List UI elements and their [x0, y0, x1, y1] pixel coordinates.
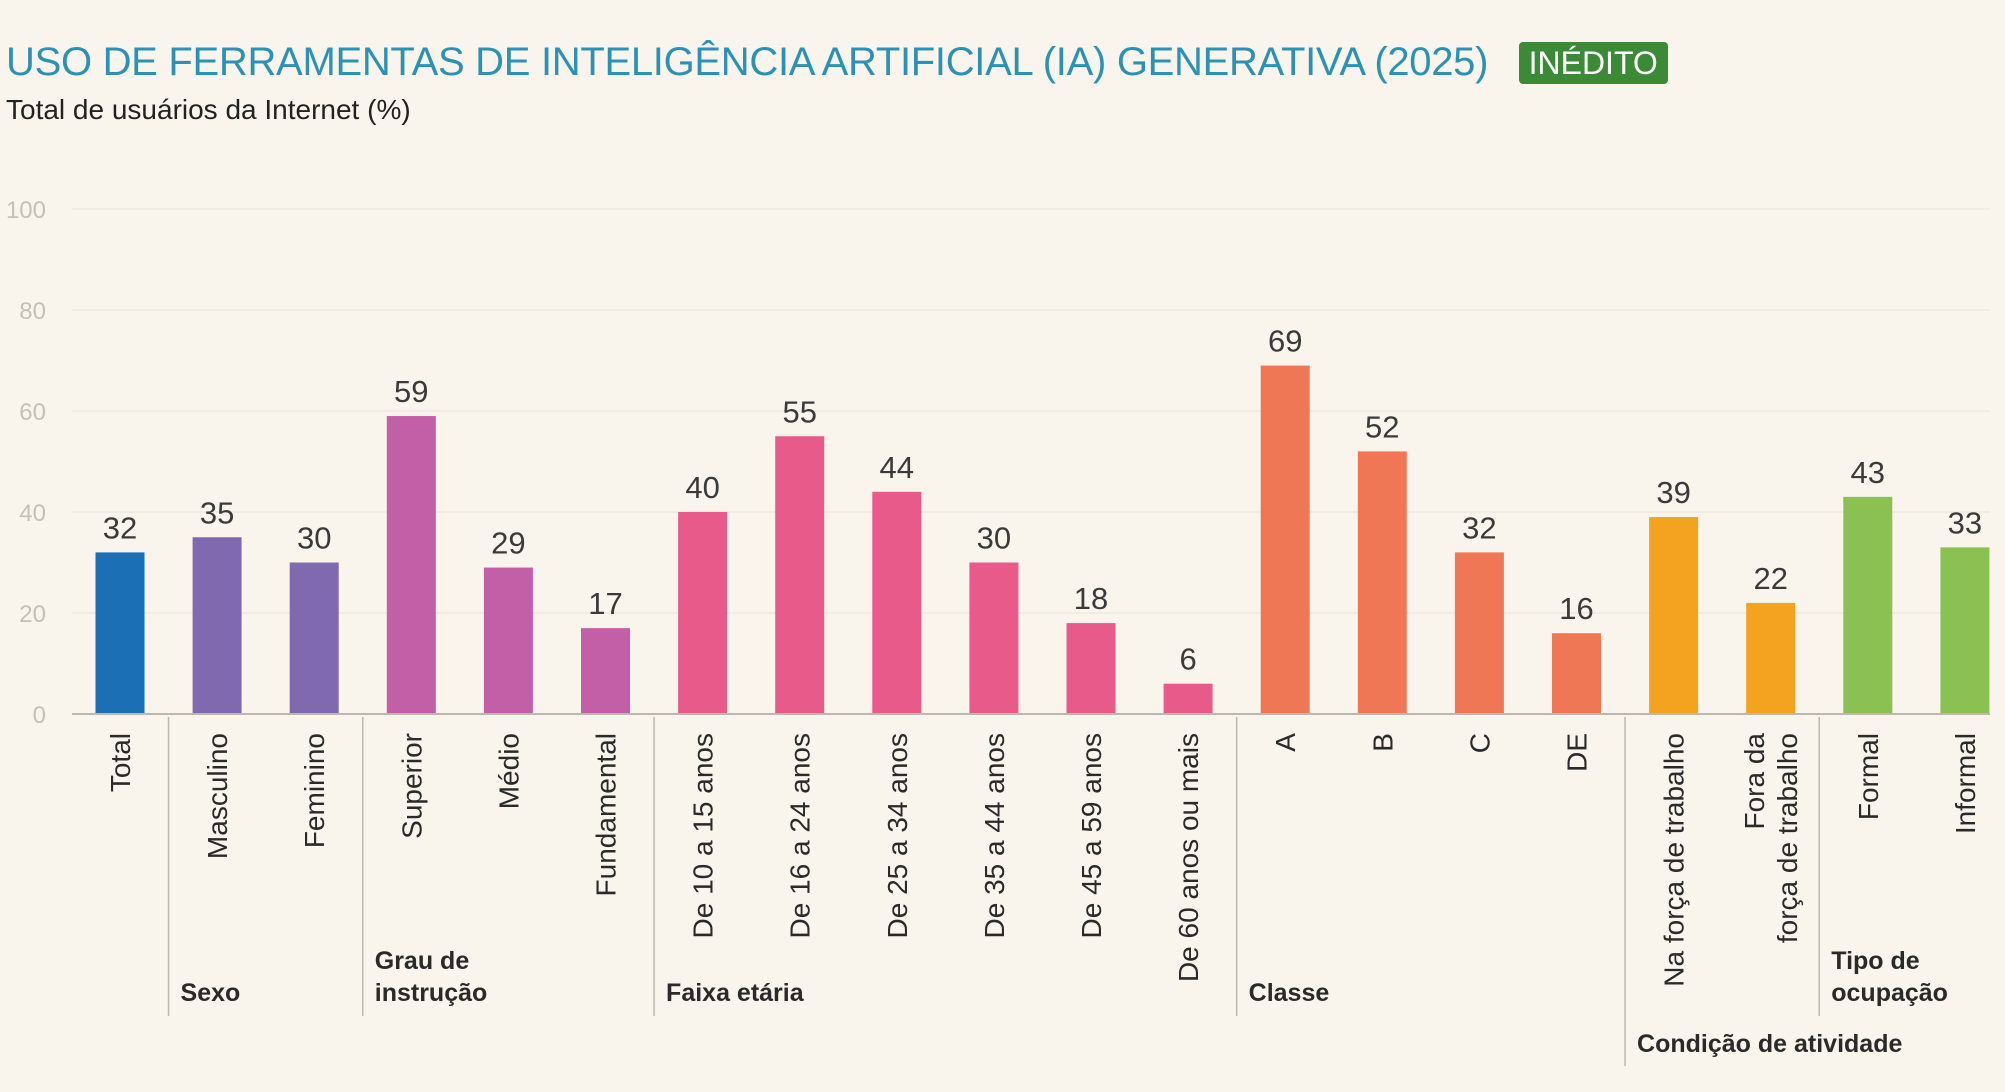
bar	[1649, 517, 1699, 714]
bar	[872, 491, 922, 714]
bar	[1454, 552, 1504, 714]
y-tick-label: 80	[19, 298, 46, 325]
category-label: De 25 a 34 anos	[882, 733, 913, 939]
category-label: Na força de trabalho	[1659, 733, 1690, 987]
value-label: 32	[1462, 510, 1496, 545]
value-label: 30	[977, 521, 1011, 556]
category-label: De 16 a 24 anos	[785, 733, 816, 939]
category-label: C	[1464, 733, 1495, 753]
bar	[483, 567, 533, 714]
bar	[1163, 683, 1213, 714]
group-label: Tipo de	[1831, 947, 1920, 975]
y-tick-label: 60	[19, 399, 46, 426]
chart-title: USO DE FERRAMENTAS DE INTELIGÊNCIA ARTIF…	[6, 40, 1489, 84]
bar	[581, 628, 630, 714]
value-label: 35	[200, 495, 234, 530]
category-label: Feminino	[299, 733, 330, 848]
category-label: Fundamental	[591, 733, 622, 896]
category-label: Formal	[1853, 733, 1884, 820]
bar	[1552, 633, 1601, 714]
y-tick-label: 40	[19, 500, 46, 527]
group-label: Classe	[1249, 979, 1330, 1007]
value-label: 59	[394, 374, 428, 409]
category-label: A	[1270, 733, 1301, 752]
chart-header: USO DE FERRAMENTAS DE INTELIGÊNCIA ARTIF…	[6, 40, 1668, 85]
group-label: Condição de atividade	[1637, 1030, 1902, 1058]
group-label: Faixa etária	[666, 979, 805, 1007]
value-label: 6	[1179, 642, 1196, 677]
group-label: Sexo	[181, 979, 241, 1007]
bar	[1746, 602, 1796, 714]
chart-subtitle: Total de usuários da Internet (%)	[6, 94, 411, 125]
value-label: 17	[588, 586, 622, 621]
value-label: 43	[1851, 455, 1885, 490]
value-label: 18	[1074, 581, 1108, 616]
category-label: De 60 anos ou mais	[1173, 733, 1204, 982]
bar	[969, 562, 1019, 714]
value-label: 32	[103, 510, 137, 545]
category-label: Superior	[396, 733, 427, 839]
value-label: 30	[297, 521, 331, 556]
bar	[1357, 451, 1407, 714]
group-label: instrução	[375, 979, 488, 1007]
value-label: 55	[782, 394, 816, 429]
value-label: 39	[1656, 475, 1690, 510]
bar	[1940, 547, 1990, 714]
category-label: De 45 a 59 anos	[1076, 733, 1107, 939]
group-label: Grau de	[375, 947, 470, 975]
category-label: Informal	[1950, 733, 1981, 834]
value-label: 29	[491, 526, 525, 561]
value-label: 44	[880, 450, 914, 485]
category-label: De 35 a 44 anos	[979, 733, 1010, 939]
category-label: B	[1367, 733, 1398, 752]
category-label: força de trabalho	[1772, 733, 1803, 943]
group-label: ocupação	[1831, 979, 1948, 1007]
bar	[95, 552, 145, 714]
bar	[192, 537, 242, 714]
bar	[289, 562, 339, 714]
category-label: Masculino	[202, 733, 233, 859]
category-label: De 10 a 15 anos	[688, 733, 719, 939]
bar	[1066, 623, 1116, 714]
bar	[775, 436, 825, 714]
bar	[386, 416, 436, 714]
value-label: 33	[1948, 505, 1982, 540]
y-tick-label: 20	[19, 601, 46, 628]
category-label: DE	[1562, 733, 1593, 772]
bar	[678, 512, 728, 714]
new-badge: INÉDITO	[1518, 41, 1668, 84]
category-label: Total	[105, 733, 136, 792]
y-tick-label: 100	[6, 197, 46, 224]
category-label: Médio	[493, 733, 524, 809]
value-label: 40	[685, 470, 719, 505]
value-label: 22	[1753, 561, 1787, 596]
category-label: Fora da	[1739, 733, 1770, 830]
value-label: 16	[1559, 591, 1593, 626]
value-label: 52	[1365, 409, 1399, 444]
bar	[1843, 496, 1893, 714]
value-label: 69	[1268, 324, 1302, 359]
bar	[1260, 365, 1310, 714]
y-tick-label: 0	[33, 702, 46, 729]
